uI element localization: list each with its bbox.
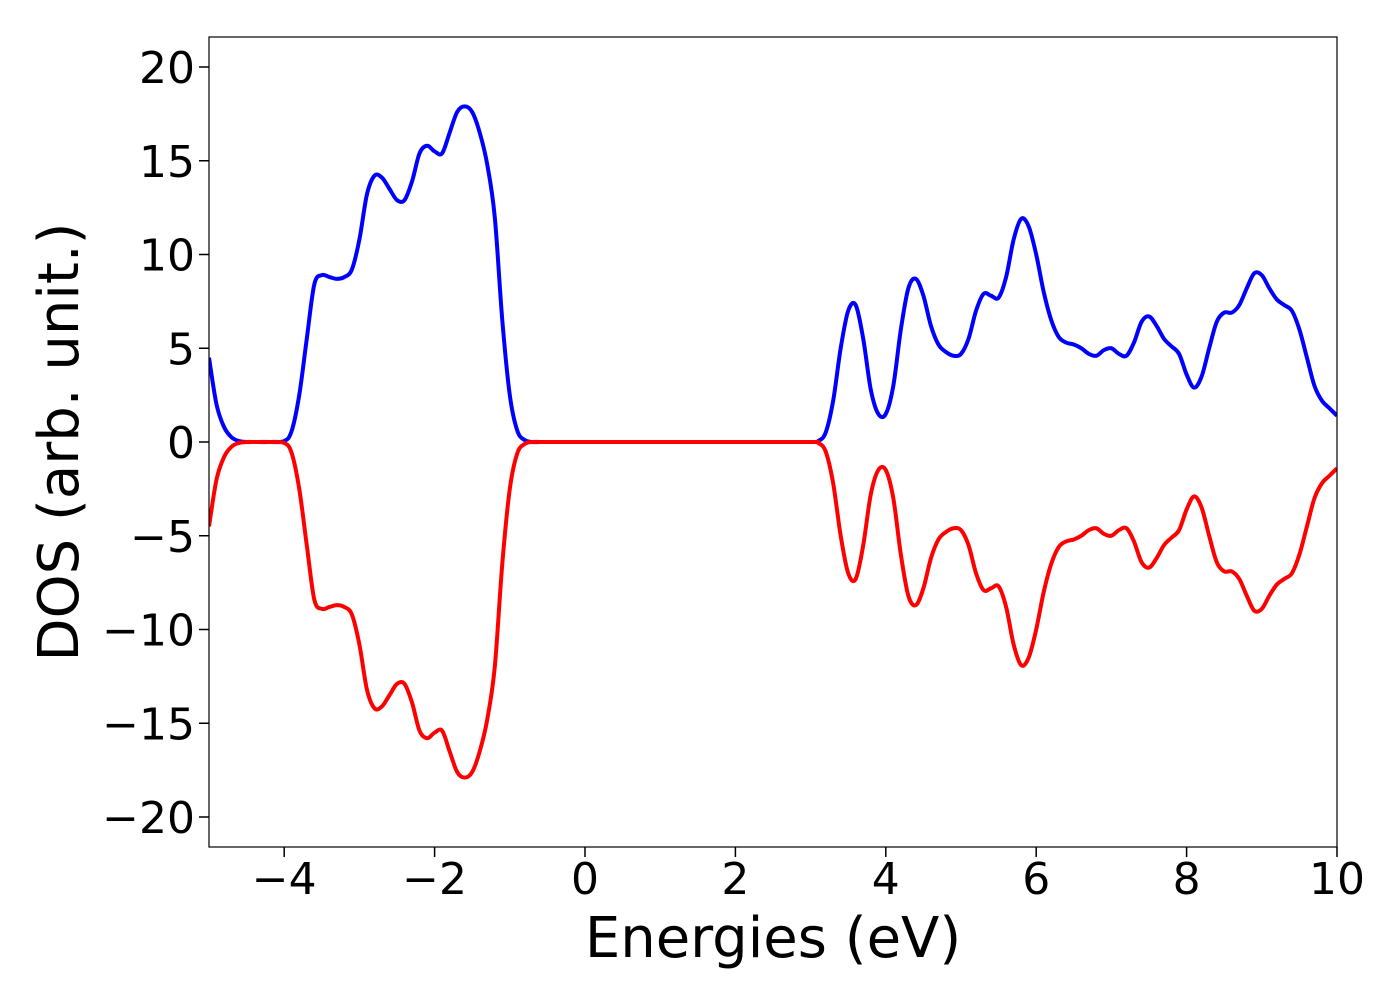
x-tick-label: 6 xyxy=(1022,854,1050,905)
y-tick-label: 15 xyxy=(139,137,195,188)
x-tick-label: −2 xyxy=(402,854,467,905)
y-tick-label: −20 xyxy=(102,793,195,844)
y-tick-label: 5 xyxy=(167,324,195,375)
dos-series-line-1 xyxy=(209,104,1337,445)
dos-series-line-2 xyxy=(209,439,1337,780)
x-tick-label: 2 xyxy=(721,854,749,905)
series-layer xyxy=(209,104,1337,780)
y-tick-label: 10 xyxy=(139,231,195,282)
y-tick-label: −15 xyxy=(102,699,195,750)
x-tick-label: −4 xyxy=(252,854,317,905)
y-tick-label: 0 xyxy=(167,418,195,469)
y-tick-label: −10 xyxy=(102,606,195,657)
y-tick-label: 20 xyxy=(139,43,195,94)
y-tick-label: −5 xyxy=(130,512,195,563)
x-tick-label: 4 xyxy=(872,854,900,905)
x-tick-label: 0 xyxy=(571,854,599,905)
x-tick-label: 10 xyxy=(1309,854,1365,905)
x-axis-label: Energies (eV) xyxy=(585,906,961,971)
x-tick-label: 8 xyxy=(1173,854,1201,905)
y-axis-label: DOS (arb. unit.) xyxy=(27,222,92,661)
